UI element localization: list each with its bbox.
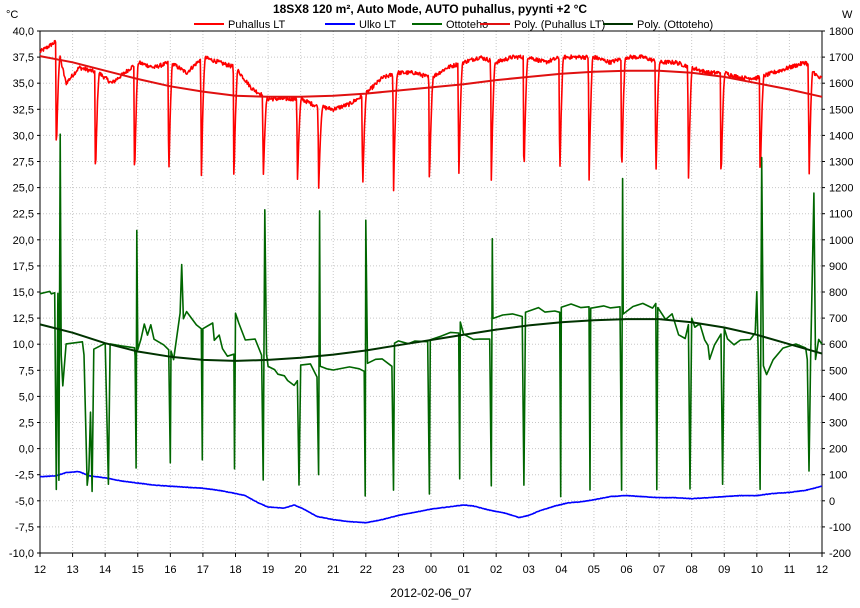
- series-line: [39, 133, 823, 498]
- x-tick-label: 12: [816, 564, 828, 576]
- y-left-tick-label: 30,0: [13, 130, 34, 142]
- legend-label: Puhallus LT: [228, 19, 286, 31]
- y-left-tick-label: 27,5: [13, 157, 34, 169]
- y-right-tick-label: 600: [829, 339, 847, 351]
- x-tick-label: 00: [425, 564, 437, 576]
- y-left-tick-label: 32,5: [13, 104, 34, 116]
- y-left-tick-label: -7,5: [15, 522, 34, 534]
- y-right-tick-label: 1400: [829, 130, 853, 142]
- x-tick-label: 15: [132, 564, 144, 576]
- x-tick-label: 10: [751, 564, 763, 576]
- x-tick-label: 20: [295, 564, 307, 576]
- y-left-tick-label: 10,0: [13, 339, 34, 351]
- y-right-tick-label: 1700: [829, 52, 853, 64]
- x-tick-label: 21: [327, 564, 339, 576]
- y-left-tick-label: 17,5: [13, 261, 34, 273]
- y-right-tick-label: -100: [829, 522, 851, 534]
- y-left-tick-label: 5,0: [19, 391, 34, 403]
- x-tick-label: 16: [164, 564, 176, 576]
- y-right-tick-label: 800: [829, 287, 847, 299]
- y-right-tick-label: 100: [829, 470, 847, 482]
- right-axis-unit: W: [842, 9, 853, 21]
- legend-label: Poly. (Ottoteho): [637, 19, 713, 31]
- x-tick-label: 17: [197, 564, 209, 576]
- y-left-tick-label: 2,5: [19, 418, 34, 430]
- x-tick-label: 12: [34, 564, 46, 576]
- legend-label: Ulko LT: [359, 19, 396, 31]
- axes: -10,0 -200 -7,5 -100 -5,0 0 -2,5 100 0,0 200 2,5 30…: [9, 26, 854, 576]
- series-line: [39, 470, 823, 524]
- x-tick-label: 07: [653, 564, 665, 576]
- x-tick-label: 04: [555, 564, 567, 576]
- x-tick-label: 23: [392, 564, 404, 576]
- y-right-tick-label: 900: [829, 261, 847, 273]
- y-left-tick-label: 7,5: [19, 365, 34, 377]
- y-right-tick-label: 500: [829, 365, 847, 377]
- x-tick-label: 08: [686, 564, 698, 576]
- x-tick-label: 06: [620, 564, 632, 576]
- x-tick-label: 11: [784, 564, 795, 576]
- legend: Puhallus LT Ulko LT Ottoteho Poly. (Puhallu…: [194, 19, 713, 31]
- y-right-tick-label: 1600: [829, 78, 853, 90]
- y-left-tick-label: 15,0: [13, 287, 34, 299]
- x-tick-label: 03: [523, 564, 535, 576]
- y-right-tick-label: 700: [829, 313, 847, 325]
- y-left-tick-label: 12,5: [13, 313, 34, 325]
- x-tick-label: 22: [360, 564, 372, 576]
- y-right-tick-label: 400: [829, 391, 847, 403]
- y-left-tick-label: 22,5: [13, 209, 34, 221]
- y-right-tick-label: 300: [829, 418, 847, 430]
- legend-label: Ottoteho: [446, 19, 488, 31]
- x-tick-label: 19: [262, 564, 274, 576]
- x-tick-label: 01: [457, 564, 469, 576]
- y-left-tick-label: 37,5: [13, 52, 34, 64]
- x-tick-label: 13: [66, 564, 78, 576]
- y-left-tick-label: -5,0: [15, 496, 34, 508]
- y-left-tick-label: 20,0: [13, 235, 34, 247]
- left-axis-unit: °C: [6, 9, 18, 21]
- x-axis-label: 2012-02-06_07: [390, 586, 472, 600]
- y-right-tick-label: 1500: [829, 104, 853, 116]
- y-right-tick-label: 1000: [829, 235, 853, 247]
- series-line: [39, 318, 823, 362]
- x-tick-label: 09: [718, 564, 730, 576]
- y-right-tick-label: 200: [829, 444, 847, 456]
- y-right-tick-label: 1300: [829, 157, 853, 169]
- grid: [40, 31, 822, 553]
- legend-label: Poly. (Puhallus LT): [514, 19, 605, 31]
- y-left-tick-label: 25,0: [13, 183, 34, 195]
- y-right-tick-label: -200: [829, 548, 851, 560]
- y-left-tick-label: 0,0: [19, 444, 34, 456]
- y-left-tick-label: 40,0: [13, 26, 34, 38]
- y-right-tick-label: 1100: [829, 209, 853, 221]
- chart-title: 18SX8 120 m², Auto Mode, AUTO puhallus, …: [273, 2, 587, 16]
- y-right-tick-label: 1200: [829, 183, 853, 195]
- x-tick-label: 14: [99, 564, 111, 576]
- x-tick-label: 02: [490, 564, 502, 576]
- y-left-tick-label: 35,0: [13, 78, 34, 90]
- series-line: [39, 55, 823, 98]
- y-left-tick-label: -2,5: [15, 470, 34, 482]
- x-tick-label: 18: [229, 564, 241, 576]
- series-layer: [39, 39, 823, 524]
- x-tick-label: 05: [588, 564, 600, 576]
- y-left-tick-label: -10,0: [9, 548, 34, 560]
- y-right-tick-label: 0: [829, 496, 835, 508]
- y-right-tick-label: 1800: [829, 26, 853, 38]
